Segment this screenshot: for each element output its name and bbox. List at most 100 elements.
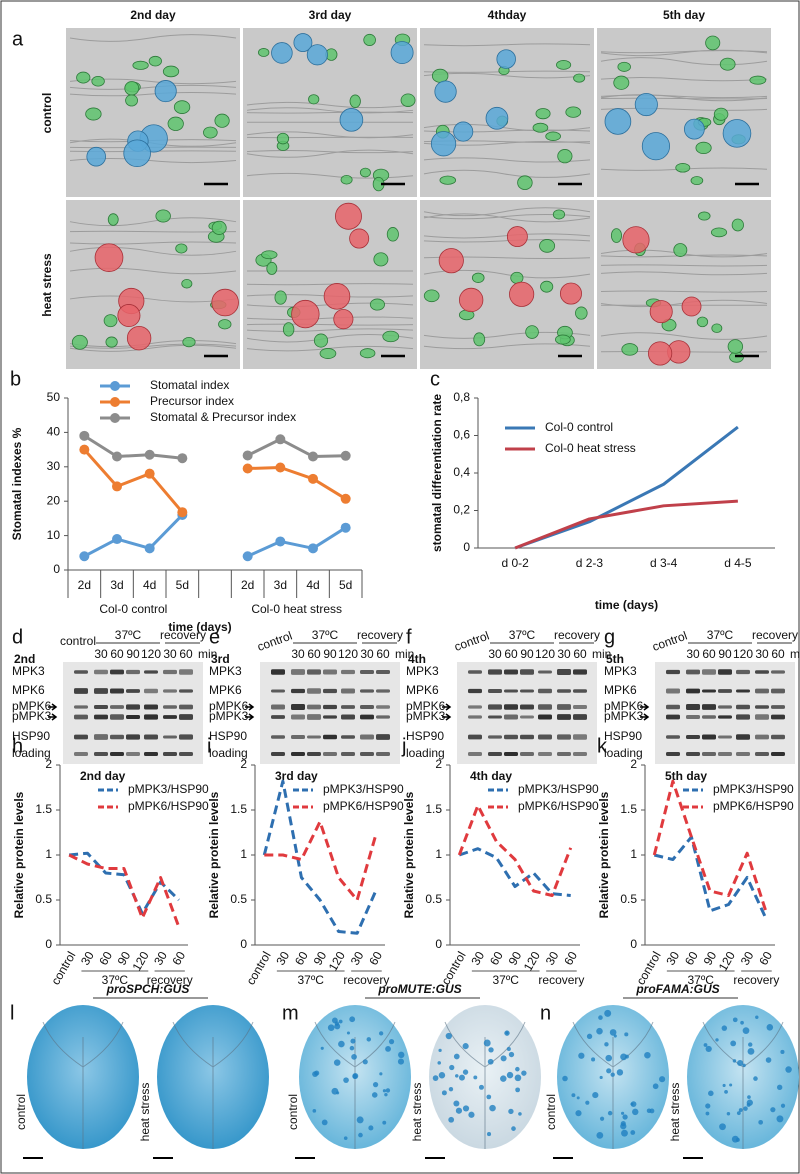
y-tick-label: 0,2: [453, 503, 470, 517]
row-label: control: [40, 93, 54, 134]
band: [686, 752, 700, 756]
band: [360, 714, 374, 720]
stoma: [453, 121, 474, 142]
legend-label: pMPK6/HSP90: [323, 799, 404, 813]
gus-spot: [362, 1059, 368, 1065]
stoma: [648, 341, 673, 366]
band-arrow: [640, 713, 650, 721]
precursor-cell: [675, 163, 691, 173]
gus-spot: [604, 1009, 612, 1017]
precursor-cell: [423, 289, 440, 303]
cell-outline: [246, 328, 414, 332]
gus-spot: [486, 1094, 492, 1100]
precursor-cell: [727, 339, 744, 354]
band: [291, 752, 305, 756]
cell-outline: [600, 94, 768, 102]
cell-outline: [423, 239, 591, 243]
band: [74, 705, 88, 709]
band: [573, 669, 587, 675]
band: [666, 688, 680, 694]
band: [488, 715, 502, 719]
gus-spot: [312, 1109, 317, 1113]
band: [468, 688, 482, 694]
gus-spot: [388, 1039, 395, 1045]
data-point: [275, 536, 286, 547]
band: [573, 704, 587, 710]
x-tick-label: 60: [366, 949, 385, 968]
precursor-cell: [214, 113, 230, 128]
x-tick-label: 90: [311, 949, 330, 968]
band: [718, 715, 732, 719]
cell-outline: [600, 264, 768, 267]
band: [468, 715, 482, 719]
group-label: 37ºC: [102, 973, 129, 987]
blot-day: 3rd: [211, 652, 230, 666]
cell-outline: [600, 290, 768, 293]
band: [110, 734, 124, 740]
gus-spot: [397, 1058, 405, 1065]
band: [94, 704, 108, 710]
column-header: 5th day: [663, 8, 705, 22]
legend-label: pMPK3/HSP90: [518, 782, 599, 796]
gus-spot: [358, 1132, 363, 1138]
stoma: [434, 80, 457, 103]
blot-membrane: [63, 662, 203, 764]
condition-label: heat stress: [410, 1083, 424, 1142]
precursor-cell: [282, 322, 295, 337]
band: [341, 752, 355, 756]
gus-spot: [598, 1015, 603, 1020]
gus-spot: [578, 1052, 585, 1059]
gus-spot: [743, 1106, 748, 1111]
band: [686, 714, 700, 720]
band-arrow: [48, 713, 58, 721]
group-label: recovery: [733, 973, 779, 987]
band: [271, 704, 285, 710]
blot-day: 4th: [408, 652, 426, 666]
blot-row-label: pMPK3: [12, 709, 52, 723]
x-tick-label: 120: [129, 949, 151, 974]
gus-spot: [776, 1115, 784, 1123]
time-unit: min: [395, 647, 414, 661]
band: [144, 704, 158, 710]
chart-title: 4th day: [470, 769, 512, 783]
gus-spot: [705, 1045, 712, 1053]
gus-spot: [732, 1059, 737, 1063]
gus-spot: [506, 1046, 511, 1051]
gus-spot: [599, 1116, 605, 1121]
x-tick-label: 3d: [274, 578, 287, 592]
precursor-cell: [218, 319, 232, 330]
gus-spot: [515, 1066, 520, 1072]
panel-letter: n: [540, 1002, 551, 1024]
gus-spot: [372, 1081, 379, 1088]
band: [468, 705, 482, 709]
band: [360, 670, 374, 674]
band: [271, 715, 285, 719]
y-tick-label: 1.5: [620, 802, 637, 816]
band: [179, 714, 193, 720]
stoma: [117, 304, 141, 328]
y-axis-title: Relative protein levels: [402, 791, 416, 918]
precursor-cell: [308, 94, 320, 105]
gus-spot: [770, 1107, 776, 1113]
gus-spot: [729, 1083, 733, 1087]
time-unit: min: [198, 647, 217, 661]
stoma: [86, 146, 107, 167]
blot-membrane: [457, 662, 597, 764]
band: [126, 689, 140, 693]
stoma: [349, 228, 370, 249]
blot-header: recovery: [160, 628, 206, 642]
precursor-cell: [369, 298, 385, 311]
precursor-cell: [713, 107, 729, 121]
gus-spot: [606, 1068, 612, 1074]
precursor-cell: [382, 330, 400, 343]
band: [341, 735, 355, 739]
band: [360, 705, 374, 709]
stoma: [604, 108, 632, 135]
gus-spot: [596, 1027, 603, 1035]
blot-row-label: loading: [12, 746, 51, 760]
stoma: [333, 309, 354, 330]
gus-spot: [766, 1024, 774, 1031]
data-point: [79, 444, 90, 455]
stoma: [430, 131, 457, 157]
x-tick-label: d 2-3: [576, 556, 604, 570]
